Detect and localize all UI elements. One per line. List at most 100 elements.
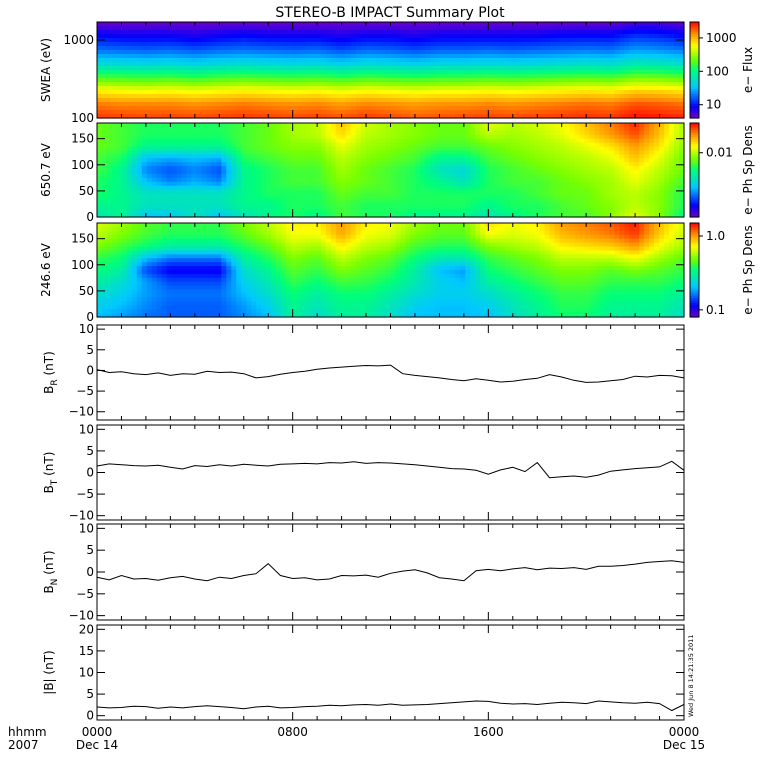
heatmap-cell xyxy=(390,170,397,175)
colorbar-segment xyxy=(690,36,699,40)
heatmap-cell xyxy=(161,114,168,119)
heatmap-cell xyxy=(161,106,168,111)
heatmap-cell xyxy=(126,58,133,63)
heatmap-cell xyxy=(395,138,402,144)
heatmap-cell xyxy=(480,58,486,63)
heatmap-cell xyxy=(315,30,322,35)
heatmap-cell xyxy=(335,30,342,35)
heatmap-cell xyxy=(181,205,188,210)
heatmap-cell xyxy=(514,189,521,195)
heatmap-cell xyxy=(151,106,158,111)
heatmap-cell xyxy=(470,209,476,214)
heatmap-cell xyxy=(425,90,431,95)
heatmap-cell xyxy=(221,74,227,79)
heatmap-cell xyxy=(201,74,208,79)
heatmap-cell xyxy=(111,86,118,91)
heatmap-cell xyxy=(156,197,163,202)
heatmap-cell xyxy=(251,110,257,115)
heatmap-cell xyxy=(649,70,655,75)
heatmap-cell xyxy=(360,30,367,35)
heatmap-cell xyxy=(539,82,546,87)
heatmap-cell xyxy=(345,34,352,39)
heatmap-cell xyxy=(261,50,267,55)
heatmap-cell xyxy=(266,102,272,107)
heatmap-cell xyxy=(310,146,317,152)
heatmap-cell xyxy=(649,38,655,43)
heatmap-cell xyxy=(365,166,372,171)
heatmap-cell xyxy=(584,26,591,31)
heatmap-cell xyxy=(390,134,397,140)
heatmap-cell xyxy=(221,138,227,144)
heatmap-cell xyxy=(440,54,446,59)
heatmap-cell xyxy=(375,209,382,214)
heatmap-cell xyxy=(97,173,103,179)
heatmap-cell xyxy=(106,90,113,95)
heatmap-cell xyxy=(196,177,203,183)
heatmap-cell xyxy=(251,154,257,159)
heatmap-cell xyxy=(410,134,416,140)
heatmap-cell xyxy=(460,146,466,152)
heatmap-cell xyxy=(201,162,208,167)
heatmap-cell xyxy=(350,142,357,148)
heatmap-cell xyxy=(246,185,252,191)
heatmap-cell xyxy=(544,54,551,59)
heatmap-cell xyxy=(315,126,322,132)
heatmap-cell xyxy=(659,86,665,91)
heatmap-cell xyxy=(276,138,282,144)
heatmap-cell xyxy=(455,42,461,47)
heatmap-cell xyxy=(101,201,108,206)
heatmap-cell xyxy=(181,82,188,87)
heatmap-cell xyxy=(554,70,561,75)
heatmap-cell xyxy=(360,74,367,79)
heatmap-cell xyxy=(256,201,262,206)
heatmap-cell xyxy=(559,30,566,35)
heatmap-cell xyxy=(226,46,232,51)
heatmap-cell xyxy=(161,42,168,47)
heatmap-cell xyxy=(375,34,382,39)
heatmap-cell xyxy=(480,82,486,87)
heatmap-cell xyxy=(206,138,213,144)
heatmap-cell xyxy=(101,90,108,95)
heatmap-cell xyxy=(430,197,436,202)
heatmap-cell xyxy=(390,126,397,132)
heatmap-cell xyxy=(186,110,193,115)
heatmap-cell xyxy=(286,146,292,152)
heatmap-cell xyxy=(509,193,516,199)
heatmap-cell xyxy=(211,197,217,202)
heatmap-cell xyxy=(310,98,317,103)
heatmap-cell xyxy=(186,134,193,140)
heatmap-cell xyxy=(216,158,222,163)
heatmap-cell xyxy=(146,46,153,51)
heatmap-cell xyxy=(136,90,143,95)
heatmap-cell xyxy=(440,197,446,202)
heatmap-cell xyxy=(325,130,332,136)
heatmap-cell xyxy=(549,66,556,71)
heatmap-cell xyxy=(395,150,402,155)
heatmap-cell xyxy=(320,146,327,152)
heatmap-cell xyxy=(410,46,416,51)
heatmap-cell xyxy=(425,205,431,210)
heatmap-cell xyxy=(291,94,297,99)
heatmap-cell xyxy=(360,130,367,136)
heatmap-cell xyxy=(191,177,198,183)
heatmap-cell xyxy=(440,62,446,67)
heatmap-cell xyxy=(380,134,387,140)
heatmap-cell xyxy=(519,54,526,59)
heatmap-cell xyxy=(136,150,143,155)
heatmap-cell xyxy=(514,30,521,35)
heatmap-cell xyxy=(216,58,222,63)
heatmap-cell xyxy=(211,38,217,43)
heatmap-cell xyxy=(166,205,173,210)
heatmap-cell xyxy=(241,62,247,67)
heatmap-cell xyxy=(276,130,282,136)
heatmap-cell xyxy=(305,106,312,111)
heatmap-cell xyxy=(335,177,342,183)
heatmap-cell xyxy=(629,62,635,67)
heatmap-cell xyxy=(276,166,282,171)
heatmap-cell xyxy=(574,86,581,91)
heatmap-cell xyxy=(211,82,217,87)
heatmap-cell xyxy=(106,209,113,214)
heatmap-cell xyxy=(390,181,397,187)
